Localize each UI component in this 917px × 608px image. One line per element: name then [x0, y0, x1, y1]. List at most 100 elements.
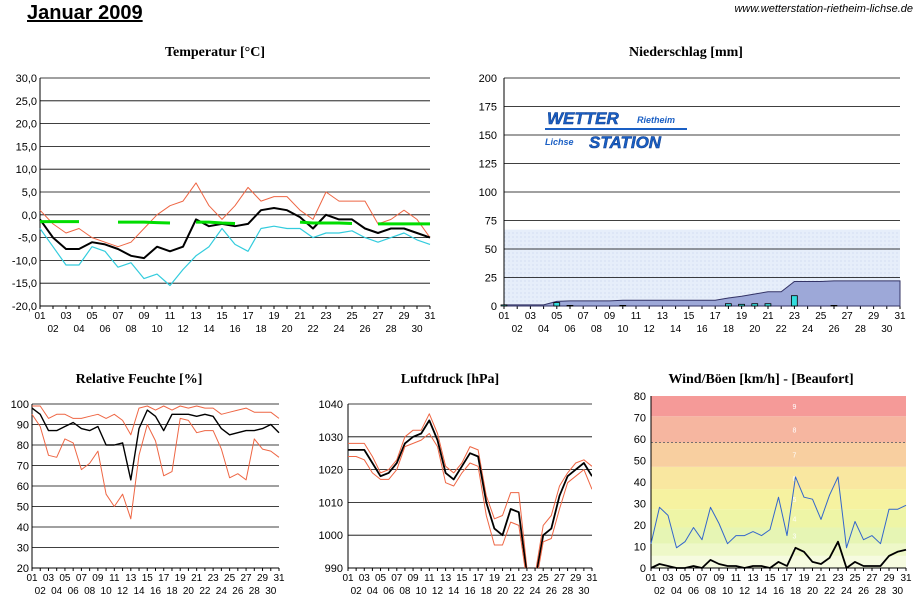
hum-x-tick: 15	[142, 573, 154, 584]
rain-x-tick: 12	[644, 324, 656, 335]
temp-x-tick: 12	[177, 324, 189, 335]
press-series-min	[348, 433, 592, 568]
wind-x-tick: 26	[858, 586, 870, 597]
press-x-tick: 15	[456, 573, 468, 584]
rain-x-tick: 25	[815, 311, 827, 322]
temp-y-tick: 0,0	[22, 210, 37, 222]
hum-y-tick: 100	[11, 399, 29, 411]
wind-x-tick: 15	[764, 573, 776, 584]
wind-x-tick: 20	[807, 586, 819, 597]
hum-x-tick: 14	[133, 586, 145, 597]
rain-x-tick: 03	[525, 311, 537, 322]
hum-x-tick: 10	[101, 586, 113, 597]
wind-y-tick: 50	[634, 456, 646, 468]
hum-x-tick: 23	[208, 573, 220, 584]
rain-bar	[566, 304, 574, 307]
temp-x-tick: 26	[359, 324, 371, 335]
rain-x-tick: 18	[723, 324, 735, 335]
press-x-tick: 26	[546, 586, 558, 597]
rain-x-tick: 09	[604, 311, 616, 322]
press-x-tick: 20	[497, 586, 509, 597]
rain-x-tick: 07	[578, 311, 590, 322]
temp-x-tick: 24	[333, 324, 345, 335]
wind-x-tick: 04	[671, 586, 683, 597]
wind-x-tick: 03	[662, 573, 674, 584]
press-x-tick: 04	[367, 586, 379, 597]
rain-x-tick: 05	[551, 311, 563, 322]
temp-x-tick: 31	[424, 311, 436, 322]
hum-x-tick: 02	[35, 586, 47, 597]
wind-beaufort-label: 8	[793, 427, 797, 434]
temp-x-tick: 09	[138, 311, 150, 322]
wind-y-tick: 40	[634, 477, 646, 489]
rain-bar	[725, 303, 732, 307]
hum-y-tick: 30	[17, 543, 29, 555]
press-x-tick: 16	[464, 586, 476, 597]
rain-x-tick: 29	[868, 311, 880, 322]
rain-x-tick: 21	[762, 311, 774, 322]
rain-x-tick: 06	[564, 324, 576, 335]
wind-y-tick: 0	[640, 563, 646, 575]
hum-chart-title: Relative Feuchte [%]	[76, 372, 203, 387]
press-series-mittel	[348, 419, 592, 568]
hum-y-tick: 90	[17, 420, 29, 432]
temp-x-tick: 11	[165, 311, 176, 322]
wind-series-Böen	[650, 476, 907, 549]
hum-x-tick: 16	[150, 586, 162, 597]
temp-x-tick: 17	[242, 311, 254, 322]
wind-y-tick: 60	[634, 434, 646, 446]
temp-y-tick: 10,0	[16, 164, 37, 176]
hum-x-tick: 21	[191, 573, 203, 584]
hum-x-tick: 17	[158, 573, 170, 584]
rain-x-tick: 14	[670, 324, 682, 335]
temp-x-tick: 19	[268, 311, 280, 322]
press-x-tick: 09	[408, 573, 420, 584]
hum-x-tick: 24	[216, 586, 228, 597]
hum-x-tick: 07	[76, 573, 88, 584]
rain-chart: 200 175 150 125 100 75 50 25 001 03 05 07 09 11 13 15 17…	[479, 73, 906, 335]
temp-x-tick: 07	[112, 311, 124, 322]
press-x-tick: 06	[383, 586, 395, 597]
rain-x-tick: 11	[631, 311, 642, 322]
press-y-tick: 1000	[319, 530, 343, 542]
temp-x-tick: 03	[60, 311, 72, 322]
hum-x-tick: 12	[117, 586, 129, 597]
rain-bar	[500, 304, 508, 307]
temp-y-tick: 5,0	[22, 187, 37, 199]
rain-bar	[764, 303, 772, 307]
press-y-tick: 1020	[319, 465, 343, 477]
wind-series-Wind	[650, 540, 907, 569]
rain-bar	[751, 303, 759, 307]
temp-x-tick: 05	[86, 311, 98, 322]
temp-x-tick: 23	[320, 311, 332, 322]
wind-beaufort-label: 5	[793, 497, 797, 504]
wind-x-tick: 08	[705, 586, 717, 597]
hum-series-mittel	[31, 407, 280, 481]
hum-x-tick: 03	[43, 573, 55, 584]
temp-y-tick: 15,0	[16, 141, 37, 153]
hum-x-tick: 04	[51, 586, 63, 597]
rain-x-tick: 10	[617, 324, 629, 335]
rain-y-tick: 200	[479, 73, 497, 85]
temp-x-tick: 25	[346, 311, 358, 322]
temp-series-mittel	[39, 207, 431, 260]
press-y-tick: 1010	[319, 497, 343, 509]
press-x-tick: 18	[481, 586, 493, 597]
temp-y-tick: -15,0	[12, 278, 37, 290]
hum-series-max	[32, 405, 280, 436]
wind-beaufort-band	[651, 396, 906, 417]
press-x-tick: 14	[448, 586, 460, 597]
wind-x-tick: 31	[900, 573, 912, 584]
wind-x-tick: 16	[773, 586, 785, 597]
press-x-tick: 28	[562, 586, 574, 597]
press-x-tick: 02	[351, 586, 363, 597]
hum-x-tick: 18	[166, 586, 178, 597]
hum-x-tick: 06	[68, 586, 80, 597]
hum-y-tick: 60	[17, 481, 29, 493]
temp-x-tick: 22	[307, 324, 319, 335]
rain-x-tick: 22	[776, 324, 788, 335]
rain-x-tick: 19	[736, 311, 748, 322]
wind-x-tick: 25	[849, 573, 861, 584]
temp-x-tick: 15	[216, 311, 228, 322]
